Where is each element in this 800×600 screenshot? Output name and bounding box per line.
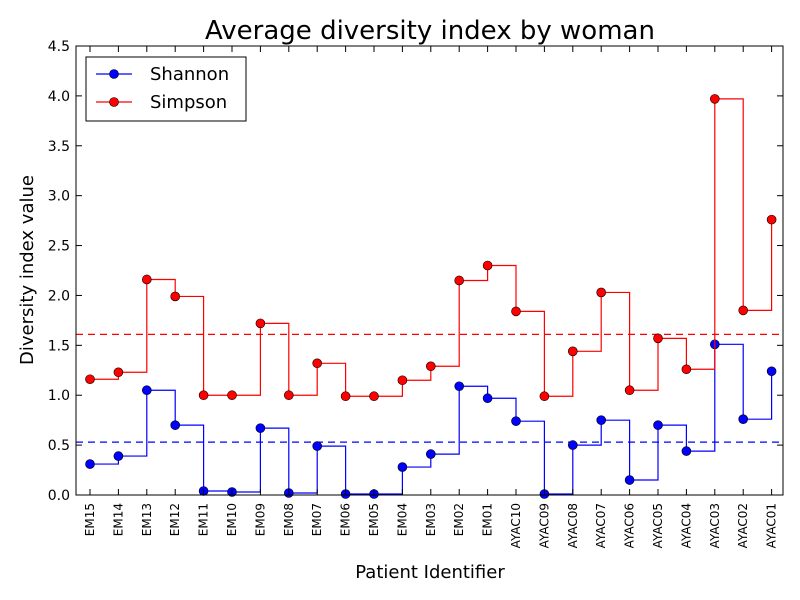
simpson-point-ayac05: [653, 333, 663, 344]
simpson-point-ayac02: [738, 305, 749, 316]
simpson-point-ayac07: [596, 287, 607, 298]
x-tick-label-ayac07: AYAC07: [594, 503, 608, 548]
y-tick-label: 2.0: [48, 288, 70, 304]
x-tick-label-em01: EM01: [481, 503, 495, 536]
shannon-point-em01: [482, 393, 493, 404]
simpson-point-em02: [454, 275, 465, 286]
x-tick-label-em13: EM13: [140, 503, 154, 536]
x-tick-label-em14: EM14: [111, 503, 125, 536]
plot-area: 0.0 0.5 1.0 1.5 2.0 2.5 3.0 3.5 4.0 4.5 EM15 EM14 EM…: [48, 39, 784, 548]
shannon-point-em02: [454, 381, 465, 392]
shannon-point-em13: [142, 385, 152, 396]
plot-frame: [75, 45, 784, 496]
simpson-point-em04: [397, 375, 408, 386]
x-tick-label-ayac03: AYAC03: [708, 503, 722, 548]
x-tick-label-em09: EM09: [253, 503, 267, 536]
x-tick-label-ayac04: AYAC04: [679, 503, 693, 548]
simpson-point-ayac03: [709, 94, 720, 104]
simpson-point-em10: [227, 390, 237, 401]
y-tick-label: 0.5: [48, 438, 70, 454]
chart-title: Average diversity index by woman: [205, 16, 655, 46]
x-tick-label-em08: EM08: [282, 503, 296, 536]
shannon-point-ayac07: [596, 415, 607, 425]
shannon-point-em15: [85, 459, 95, 469]
shannon-point-em14: [113, 451, 124, 461]
x-tick-label-em11: EM11: [197, 503, 211, 536]
shannon-point-em12: [170, 420, 180, 430]
x-tick-label-em10: EM10: [225, 503, 239, 536]
simpson-point-ayac10: [511, 306, 521, 317]
legend-label-simpson: Simpson: [150, 92, 227, 113]
simpson-point-em15: [85, 374, 95, 385]
shannon-point-em04: [397, 462, 408, 472]
x-tick-label-ayac08: AYAC08: [566, 503, 580, 548]
simpson-point-ayac01: [766, 214, 777, 225]
x-tick-label-em07: EM07: [310, 503, 324, 536]
y-tick-label: 4.0: [48, 89, 70, 105]
simpson-point-ayac04: [681, 364, 692, 375]
legend-marker-shannon: [109, 69, 119, 79]
simpson-point-em14: [113, 367, 124, 378]
simpson-point-em11: [198, 390, 209, 401]
x-tick-label-em15: EM15: [83, 503, 97, 536]
y-tick-label: 1.0: [48, 388, 70, 404]
simpson-series-line: [90, 98, 773, 397]
x-tick-label-em12: EM12: [168, 503, 182, 536]
shannon-point-ayac02: [738, 414, 749, 424]
simpson-point-em08: [283, 390, 294, 401]
shannon-point-ayac10: [511, 416, 521, 426]
shannon-point-em07: [312, 441, 323, 451]
simpson-point-em12: [170, 291, 180, 302]
y-tick-label: 3.0: [48, 189, 70, 205]
y-axis-label: Diversity index value: [17, 175, 38, 365]
x-tick-label-ayac05: AYAC05: [651, 503, 665, 548]
x-tick-label-em06: EM06: [339, 503, 353, 536]
shannon-point-em09: [255, 423, 266, 433]
shannon-point-ayac05: [653, 420, 663, 430]
legend-box: [85, 56, 247, 122]
simpson-point-em05: [369, 391, 379, 402]
shannon-point-ayac08: [567, 440, 578, 450]
x-axis-label: Patient Identifier: [355, 562, 505, 583]
x-tick-label-ayac06: AYAC06: [623, 503, 637, 548]
shannon-point-ayac06: [624, 475, 635, 485]
shannon-point-em03: [425, 449, 436, 459]
simpson-point-em13: [142, 274, 152, 285]
simpson-point-em07: [312, 358, 323, 369]
y-tick-label: 4.5: [48, 39, 70, 55]
y-tick-label: 3.5: [48, 139, 70, 155]
legend-marker-simpson: [109, 97, 119, 107]
x-tick-label-em05: EM05: [367, 503, 381, 536]
x-tick-label-em03: EM03: [424, 503, 438, 536]
simpson-point-em06: [340, 391, 351, 402]
y-tick-label: 1.5: [48, 338, 70, 354]
x-tick-label-ayac10: AYAC10: [509, 503, 523, 548]
y-tick-label: 2.5: [48, 239, 70, 255]
shannon-point-ayac04: [681, 446, 692, 456]
simpson-point-em03: [425, 361, 436, 372]
simpson-point-ayac08: [567, 346, 578, 357]
x-tick-label-ayac09: AYAC09: [537, 503, 551, 548]
y-tick-label: 0.0: [48, 488, 70, 504]
simpson-point-ayac09: [539, 391, 550, 402]
legend-label-shannon: Shannon: [150, 64, 229, 85]
x-tick-label-em02: EM02: [452, 503, 466, 536]
simpson-point-ayac06: [624, 385, 635, 396]
simpson-point-em09: [255, 318, 266, 329]
x-tick-label-ayac02: AYAC02: [736, 503, 750, 548]
simpson-point-em01: [482, 260, 493, 271]
x-tick-label-ayac01: AYAC01: [765, 503, 779, 548]
shannon-point-ayac01: [766, 366, 777, 377]
x-tick-label-em04: EM04: [395, 503, 409, 536]
